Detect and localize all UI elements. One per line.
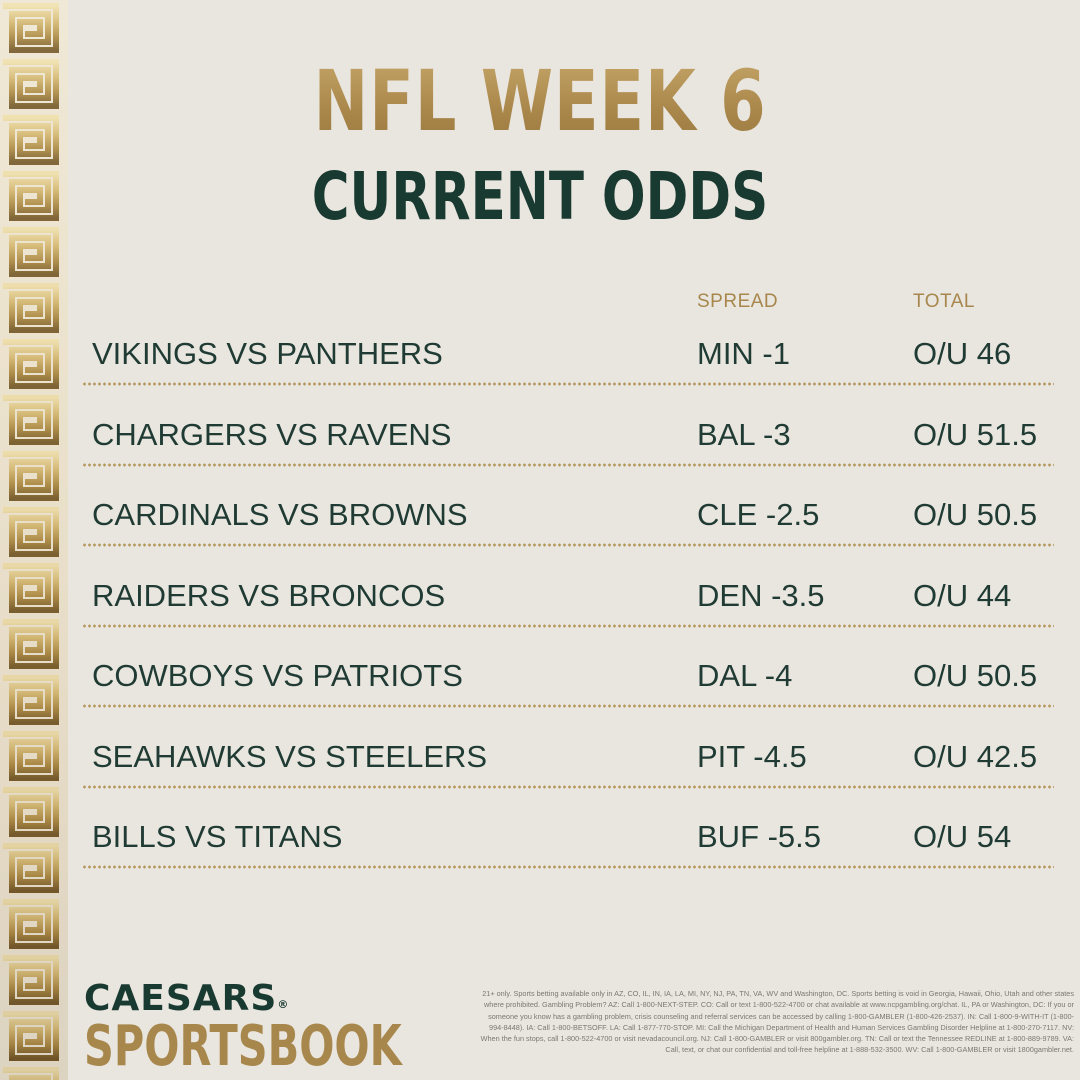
spread-cell: DEN -3.5 [697,577,825,613]
table-row: VIKINGS VS PANTHERS MIN -1 O/U 46 [0,330,1080,411]
brand-logo-caesars: CAESARS® [84,978,289,1019]
dotted-divider [82,865,1054,869]
matchup-cell: RAIDERS VS BRONCOS [92,577,446,613]
registered-mark: ® [277,998,290,1011]
spread-cell: PIT -4.5 [697,738,807,774]
table-row: BILLS VS TITANS BUF -5.5 O/U 54 [0,813,1080,894]
matchup-cell: CHARGERS VS RAVENS [92,416,452,452]
matchup-cell: COWBOYS VS PATRIOTS [92,658,463,693]
matchup-cell: SEAHAWKS VS STEELERS [92,738,488,774]
total-cell: O/U 51.5 [913,416,1038,452]
total-cell: O/U 54 [913,819,1012,854]
table-row: CHARGERS VS RAVENS BAL -3 O/U 51.5 [0,411,1080,492]
total-cell: O/U 46 [913,336,1012,371]
dotted-divider [82,704,1054,708]
matchup-cell: CARDINALS VS BROWNS [92,497,468,532]
table-row: SEAHAWKS VS STEELERS PIT -4.5 O/U 42.5 [0,733,1080,814]
spread-cell: BAL -3 [697,416,791,452]
table-row: COWBOYS VS PATRIOTS DAL -4 O/U 50.5 [0,652,1080,733]
greek-key-border [0,0,68,1080]
table-row: RAIDERS VS BRONCOS DEN -3.5 O/U 44 [0,572,1080,653]
dotted-divider [82,543,1054,547]
spread-cell: BUF -5.5 [697,819,822,854]
page-title: NFL WEEK 6 [119,52,961,150]
matchup-cell: VIKINGS VS PANTHERS [92,336,443,371]
column-header-spread: SPREAD [697,291,779,312]
dotted-divider [82,784,1054,789]
dotted-divider [82,462,1054,467]
total-cell: O/U 50.5 [913,658,1038,693]
total-cell: O/U 44 [913,577,1012,613]
dotted-divider [82,382,1054,386]
spread-cell: DAL -4 [697,658,793,693]
column-header-total: TOTAL [913,291,975,312]
total-cell: O/U 50.5 [913,497,1038,532]
matchup-cell: BILLS VS TITANS [92,819,343,854]
page-subtitle: CURRENT ODDS [311,158,769,235]
total-cell: O/U 42.5 [913,738,1038,774]
dotted-divider [82,623,1054,628]
spread-cell: CLE -2.5 [697,497,820,532]
legal-disclaimer: 21+ only. Sports betting available only … [480,989,1074,1055]
brand-name: CAESARS [84,978,278,1019]
odds-table: VIKINGS VS PANTHERS MIN -1 O/U 46 CHARGE… [0,330,1080,894]
table-row: CARDINALS VS BROWNS CLE -2.5 O/U 50.5 [0,491,1080,572]
brand-logo-sportsbook: SPORTSBOOK [84,1014,402,1079]
spread-cell: MIN -1 [697,336,790,371]
